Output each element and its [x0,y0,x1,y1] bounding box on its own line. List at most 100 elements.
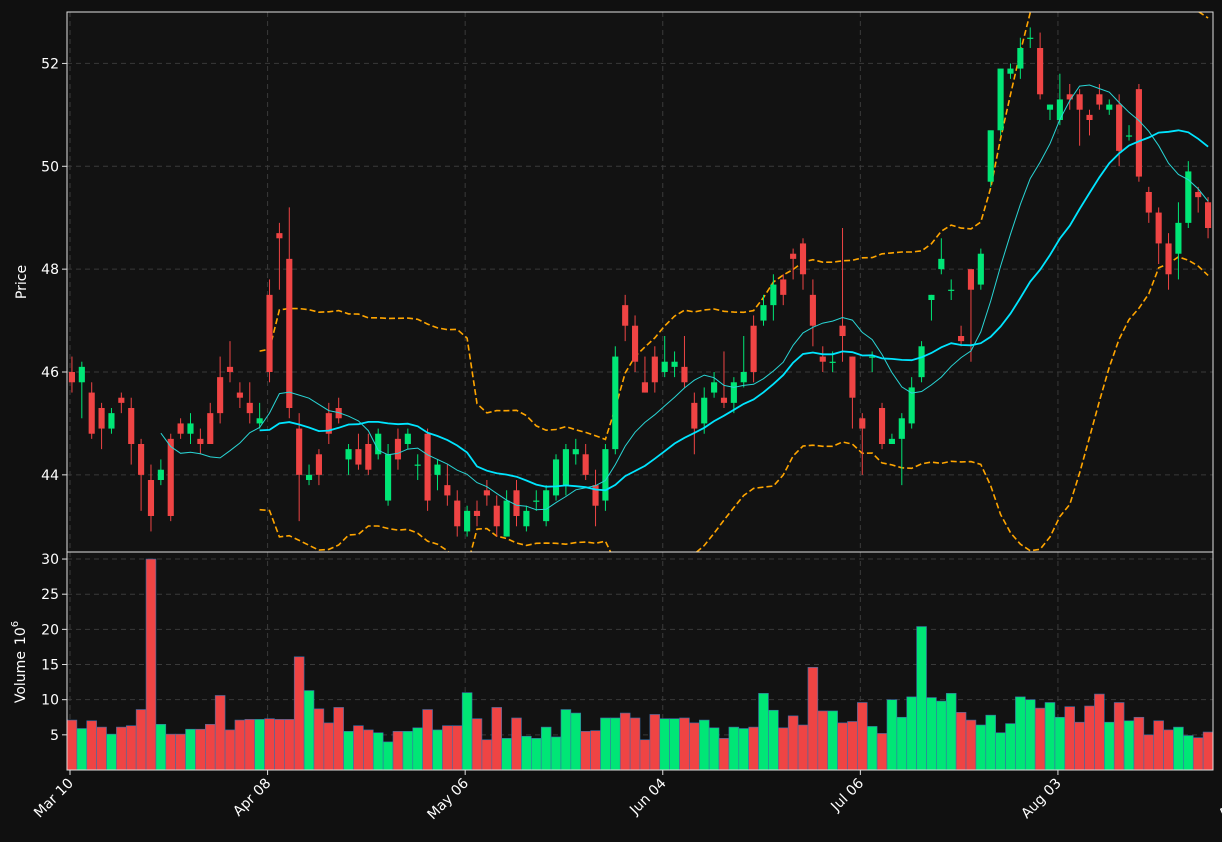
candle-105 [1106,99,1113,115]
candle-body [612,356,619,450]
price-plot-area [67,12,1213,552]
candle-body [977,253,984,285]
candle-44 [503,490,510,537]
volume-bar-40 [461,692,473,771]
candle-65 [711,372,718,398]
volume-bar-54 [600,717,611,771]
candle-3 [98,402,105,450]
volume-bar-105 [1104,721,1115,771]
candle-body [513,490,520,516]
candle-90 [958,325,965,347]
candle-body [1027,37,1034,39]
volume-bar-11 [175,733,186,771]
volume-bar-57 [629,717,641,771]
candle-body [68,372,76,383]
candle-73 [790,248,797,280]
candle-29 [355,433,362,470]
volume-bar-97 [1024,699,1036,771]
volume-bar-94 [995,732,1006,771]
price-gridlines [67,12,1213,552]
candle-body [711,382,718,393]
volume-bar-78 [837,722,848,771]
volume-bar-84 [896,716,908,771]
volume-tick-label-10: 10 [41,693,59,709]
candle-body [98,408,105,429]
volume-bar-34 [402,731,414,771]
candle-79 [849,356,856,429]
candle-94 [997,68,1004,136]
candle-body [997,68,1004,131]
candle-0 [68,356,76,393]
volume-bar-62 [679,717,690,771]
volume-bar-10 [165,733,176,771]
volume-bar-31 [372,732,384,771]
price-candles [68,27,1212,537]
volume-bar-56 [619,712,631,771]
volume-tick-label-30: 30 [41,552,59,568]
candle-102 [1076,89,1083,146]
candle-67 [730,377,737,414]
volume-bar-101 [1064,706,1075,771]
candle-body [967,269,975,290]
candle-body [503,500,510,537]
candle-body [266,294,273,372]
volume-bar-9 [155,723,167,771]
price-y-ticks: 44 46 48 50 52 [41,56,67,484]
candle-body [1096,94,1103,105]
volume-bar-110 [1153,720,1164,771]
volume-bar-38 [442,725,453,771]
candle-body [78,366,85,383]
candle-33 [394,428,402,470]
candle-38 [444,464,451,506]
candle-59 [651,346,658,393]
volume-bar-16 [224,729,236,771]
candle-body [128,408,135,444]
volume-bar-102 [1074,721,1085,771]
candle-body [888,438,895,444]
volume-bar-39 [451,725,463,771]
candle-body [562,449,569,486]
candle-body [375,433,382,455]
candle-2 [88,382,95,439]
candle-body [730,382,737,403]
volume-bar-112 [1173,726,1184,771]
candle-body [1017,48,1024,69]
candle-body [1175,222,1182,254]
candle-body [385,454,392,501]
candle-body [533,500,540,502]
volume-tick-label-5: 5 [50,728,59,744]
price-tick-label-52: 52 [41,56,59,72]
candle-body [305,474,313,480]
price-axis-title: Price [14,265,30,299]
candle-41 [473,500,481,527]
volume-bar-29 [353,725,364,771]
candle-92 [977,248,984,290]
candle-22 [286,207,293,419]
price-tick-label-46: 46 [41,365,59,381]
candle-4 [108,408,115,434]
candle-21 [276,222,283,290]
price-tick-label-44: 44 [41,468,59,484]
candle-109 [1145,186,1152,223]
candle-body [147,480,155,516]
volume-bar-75 [807,667,819,771]
volume-bar-93 [985,714,996,771]
candle-28 [345,444,352,475]
volume-bar-71 [768,709,779,771]
candle-58 [641,356,649,393]
candle-body [1046,104,1054,110]
volume-tick-label-20: 20 [41,622,59,638]
candle-body [325,413,332,434]
candle-body [651,356,658,383]
candle-body [1007,68,1014,74]
candle-9 [157,459,164,486]
volume-bar-111 [1163,729,1174,771]
candle-body [1165,243,1172,275]
candle-body [552,459,560,496]
volume-bar-66 [718,738,730,771]
candle-body [671,361,678,367]
volume-bar-13 [195,728,206,771]
candle-37 [434,459,441,491]
candle-body [780,279,787,295]
volume-bar-99 [1044,702,1056,771]
